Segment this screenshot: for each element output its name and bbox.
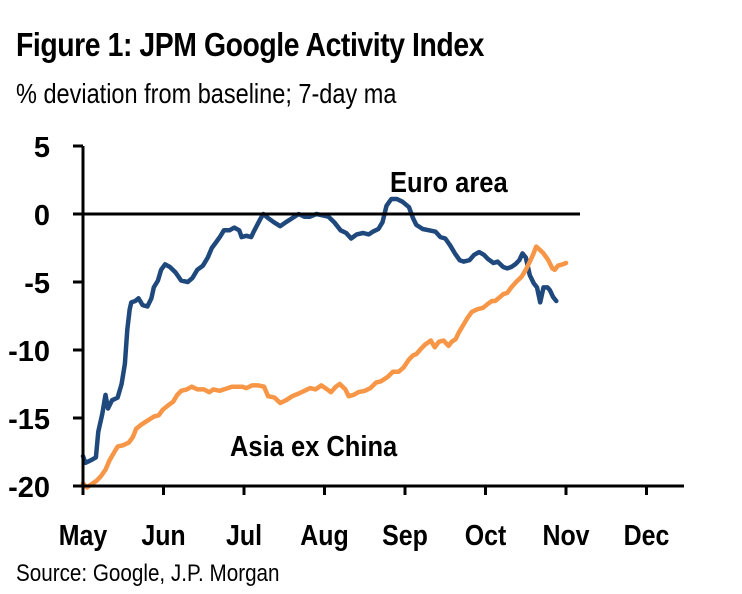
axes (73, 146, 684, 488)
series-label-euro-area: Euro area (390, 165, 508, 198)
y-tick-label: -20 (8, 472, 50, 504)
figure-source: Source: Google, J.P. Morgan (16, 560, 280, 587)
y-ticks: 5 0 -5 -10 -15 -20 (8, 132, 83, 504)
x-tick-label-nov: Nov (542, 519, 589, 551)
series-line-euro-area (80, 196, 559, 466)
figure-subtitle: % deviation from baseline; 7-day ma (16, 78, 397, 109)
x-tick-label-jun: Jun (141, 519, 185, 551)
x-tick-label-jul: Jul (226, 519, 262, 551)
series-layer (80, 196, 569, 490)
y-tick-label: 5 (34, 132, 50, 164)
x-tick-label-oct: Oct (465, 519, 507, 551)
series-label-asia-ex-china: Asia ex China (230, 429, 398, 462)
series-line-asia-ex-china (80, 244, 569, 490)
figure-title: Figure 1: JPM Google Activity Index (16, 26, 485, 63)
y-tick-label: 0 (34, 200, 50, 232)
x-tick-label-dec: Dec (624, 519, 670, 551)
x-ticks: May Jun Jul Aug Sep Oct Nov Dec (59, 486, 670, 551)
x-tick-label-may: May (59, 519, 107, 551)
y-tick-label: -15 (8, 404, 50, 436)
y-tick-label: -5 (24, 268, 50, 300)
x-tick-label-aug: Aug (300, 519, 348, 551)
y-tick-label: -10 (8, 336, 50, 368)
x-tick-label-sep: Sep (382, 519, 428, 551)
